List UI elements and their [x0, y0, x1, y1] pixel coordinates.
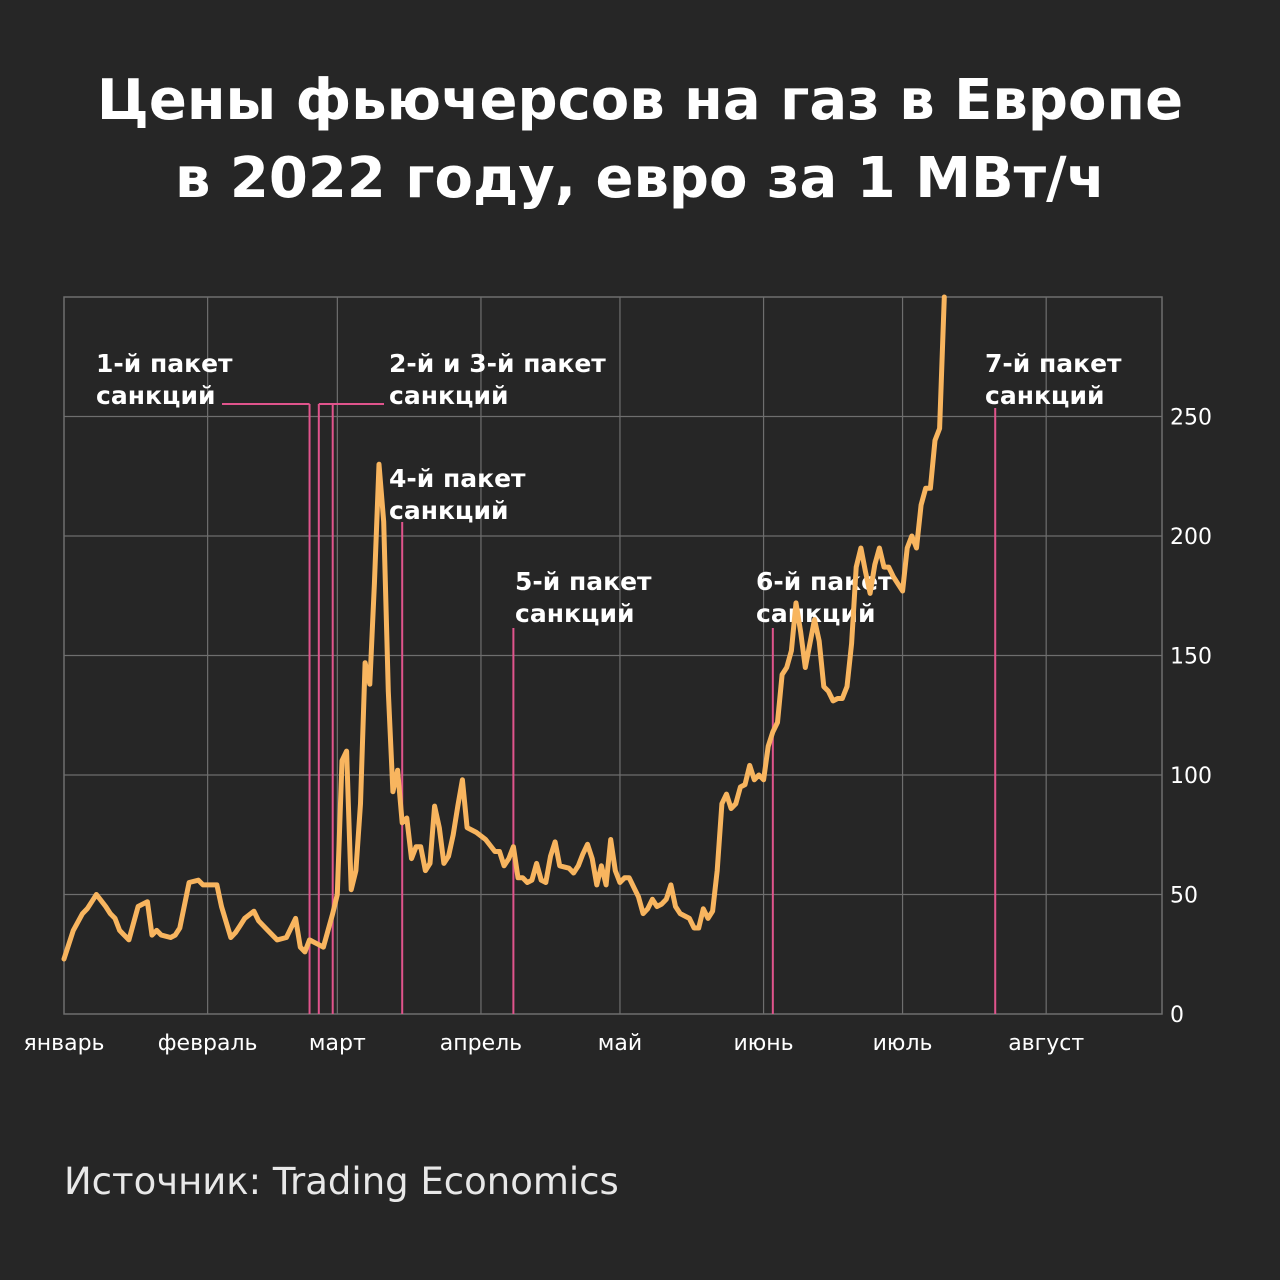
sanction-label-line1: 2-й и 3-й пакет [389, 349, 606, 378]
y-tick-label: 100 [1170, 764, 1212, 789]
chart-title-line-1: Цены фьючерсов на газ в Европе [96, 68, 1184, 133]
y-tick-label: 250 [1170, 406, 1212, 431]
sanction-label-line2: санкций [96, 381, 216, 410]
x-tick-label: апрель [440, 1031, 522, 1056]
source-note: Источник: Trading Economics [64, 1160, 619, 1203]
sanction-label-line2: санкций [515, 599, 635, 628]
x-tick-label: март [309, 1031, 366, 1056]
sanction-label-line2: санкций [389, 381, 509, 410]
x-tick-label: июль [873, 1031, 933, 1056]
sanction-label-line1: 5-й пакет [515, 567, 652, 596]
x-tick-label: июнь [733, 1031, 793, 1056]
sanction-label-line2: санкций [389, 496, 509, 525]
y-tick-label: 0 [1170, 1003, 1184, 1028]
y-tick-label: 50 [1170, 884, 1198, 909]
x-tick-label: август [1008, 1031, 1084, 1056]
x-tick-label: февраль [158, 1031, 258, 1056]
sanction-label-line1: 4-й пакет [389, 464, 526, 493]
y-tick-label: 150 [1170, 645, 1212, 670]
sanction-label-line2: санкций [985, 381, 1105, 410]
sanction-label-line1: 7-й пакет [985, 349, 1122, 378]
y-tick-label: 200 [1170, 525, 1212, 550]
x-tick-label: май [598, 1031, 642, 1056]
sanction-label-line1: 1-й пакет [96, 349, 233, 378]
chart-title: Цены фьючерсов на газ в Европе в 2022 го… [0, 62, 1280, 218]
chart-title-line-2: в 2022 году, евро за 1 МВт/ч [174, 146, 1106, 211]
x-tick-label: январь [24, 1031, 105, 1056]
